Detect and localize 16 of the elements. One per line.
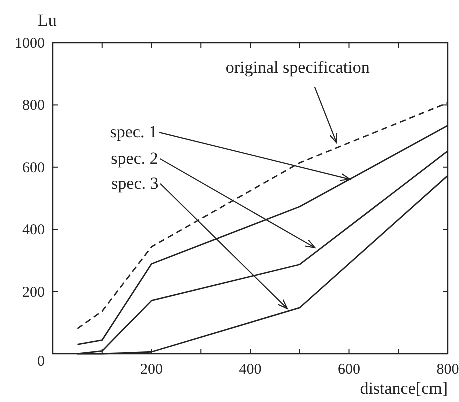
annotation: spec. 3: [112, 174, 159, 193]
y-tick-label: 600: [22, 160, 45, 176]
annotation: spec. 1: [110, 122, 158, 142]
annotation: original specification: [226, 58, 370, 78]
y-tick-label: 200: [22, 284, 45, 301]
x-tick-label: 200: [140, 362, 163, 378]
x-tick-label: 400: [239, 362, 262, 378]
annotation: spec. 2: [111, 148, 158, 168]
x-tick-label: 800: [436, 362, 459, 378]
y-tick-label: 1000: [15, 36, 45, 52]
x-axis-title: distance[cm]: [360, 379, 448, 398]
y-axis-title: Lu: [38, 11, 58, 30]
y-tick-label: 400: [22, 222, 45, 239]
y-tick-label: 800: [22, 98, 45, 114]
x-tick-label: 600: [338, 362, 360, 378]
y-tick-label: 0: [38, 354, 45, 370]
